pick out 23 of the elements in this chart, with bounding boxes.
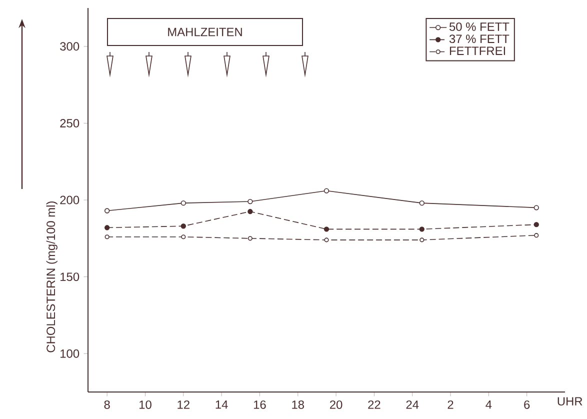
y-tick-label: 150	[60, 272, 80, 282]
y-tick-label: 300	[60, 42, 80, 51]
x-tick-label: 18	[292, 400, 304, 409]
y-tick-label: 250	[60, 118, 80, 128]
legend-label: 37 % FETT	[449, 34, 510, 44]
y-axis-title: CHOLESTERIN (mg/100 ml)	[46, 202, 58, 352]
annotation: MAHLZEITEN	[168, 28, 242, 36]
y-tick-label: 200	[60, 196, 80, 204]
x-tick-label: 6	[524, 400, 530, 409]
x-tick-label: 24	[406, 400, 419, 409]
x-tick-label: 22	[368, 400, 380, 409]
x-axis-title: UHR	[558, 397, 582, 406]
legend-label: 50 % FETT	[449, 22, 510, 31]
x-tick-label: 2	[448, 400, 454, 409]
x-tick-label: 12	[178, 400, 190, 409]
x-tick-label: 14	[216, 400, 228, 409]
legend-label: FETTFREI	[450, 46, 506, 55]
y-tick-label: 100	[60, 349, 80, 358]
x-tick-label: 10	[139, 400, 152, 409]
x-tick-label: 20	[330, 400, 342, 409]
x-tick-label: 16	[254, 400, 266, 409]
x-tick-label: 4	[486, 400, 492, 409]
x-tick-label: 8	[104, 400, 110, 409]
